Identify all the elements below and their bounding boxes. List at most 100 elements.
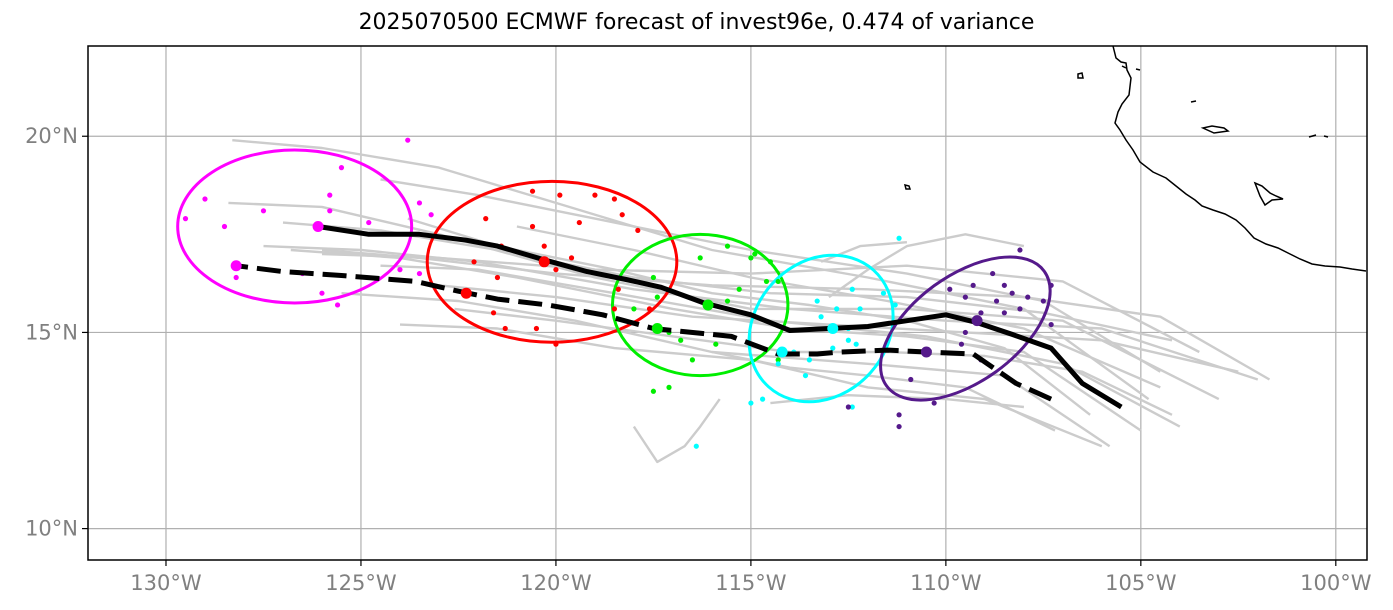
x-tick-label: 130°W — [130, 571, 202, 595]
tick-labels: 130°W 125°W 120°W 115°W 110°W 105°W 100°W 10°N 1… — [25, 124, 1372, 595]
cluster-member-point — [611, 196, 618, 202]
cluster-member-point — [666, 384, 672, 390]
mean-tracks — [235, 224, 1123, 410]
cluster-member-point — [405, 137, 411, 143]
cluster-member-point — [592, 192, 598, 198]
cluster-member-point — [993, 298, 1000, 304]
cluster-member-point — [1040, 298, 1046, 304]
cluster-member-point — [553, 267, 559, 273]
cluster-member-point — [650, 388, 657, 394]
small-island — [1200, 125, 1230, 134]
cluster-member-point — [752, 251, 758, 257]
mean-track-dashed — [235, 263, 1053, 402]
cluster-member-point — [678, 337, 684, 343]
cluster-member-point — [483, 216, 489, 222]
cluster-center-point — [971, 315, 983, 327]
y-tick-label: 10°N — [25, 517, 78, 541]
cluster-member-point — [631, 306, 637, 312]
cluster-member-point — [650, 274, 657, 281]
cluster-member-point — [697, 255, 703, 261]
x-tick-label: 100°W — [1300, 571, 1372, 595]
cluster-member-point — [416, 200, 423, 206]
ensemble-track — [632, 398, 721, 464]
cluster-member-point — [1001, 310, 1007, 316]
cluster-member-point — [366, 219, 372, 226]
cluster-member-point — [568, 255, 575, 261]
cluster-member-point — [202, 196, 208, 202]
cluster-member-point — [334, 302, 341, 308]
cluster-member-point — [775, 278, 781, 285]
cluster-member-point — [775, 357, 781, 363]
plot-frame — [87, 45, 1368, 561]
ensemble-track — [770, 394, 1025, 409]
cluster-member-point — [260, 208, 267, 214]
cluster-member-point — [853, 341, 859, 347]
cluster-member-point — [553, 341, 559, 347]
cluster-member-point — [619, 212, 625, 218]
small-island — [903, 183, 912, 190]
cluster-member-point — [529, 188, 536, 194]
cluster-ellipse — [425, 179, 679, 344]
cluster-member-point — [1001, 282, 1007, 288]
mean-track-solid — [317, 224, 1123, 410]
cluster-member-point — [834, 306, 840, 312]
cluster-centers — [230, 220, 983, 358]
cluster-member-point — [962, 294, 968, 300]
cluster-member-point — [845, 404, 851, 410]
cluster-member-point — [931, 400, 937, 406]
cluster-member-point — [635, 227, 641, 234]
cluster-member-point — [397, 267, 403, 273]
ensemble-track — [438, 284, 1239, 373]
cluster-member-point — [763, 278, 770, 285]
cluster-member-point — [1048, 321, 1054, 328]
small-island — [1135, 68, 1141, 71]
small-island — [1308, 134, 1317, 138]
ensemble-member-tracks — [228, 139, 1271, 464]
x-tick-label: 120°W — [520, 571, 592, 595]
cluster-member-point — [327, 192, 333, 198]
cluster-member-point — [724, 298, 731, 304]
cluster-ellipse — [879, 255, 1052, 402]
x-tick-label: 125°W — [325, 571, 397, 595]
cluster-member-point — [327, 208, 333, 214]
cluster-center-point — [776, 346, 788, 358]
cluster-member-point — [748, 255, 754, 261]
cluster-member-points — [182, 137, 1054, 449]
coastline-layer — [903, 45, 1367, 272]
cluster-member-point — [990, 270, 996, 277]
small-island — [1323, 135, 1329, 138]
cluster-center-point — [651, 323, 663, 335]
cluster-member-point — [233, 274, 239, 281]
cluster-member-point — [958, 341, 965, 347]
cluster-center-point — [827, 323, 839, 335]
cluster-member-point — [471, 259, 477, 265]
chart-title: 2025070500 ECMWF forecast of invest96e, … — [358, 10, 1035, 35]
small-island — [1121, 65, 1127, 69]
cluster-member-point — [857, 306, 863, 312]
cluster-member-point — [896, 412, 902, 418]
cluster-member-point — [428, 212, 434, 218]
cluster-member-point — [646, 306, 653, 312]
y-tick-label: 20°N — [25, 124, 78, 148]
ensemble-track — [263, 244, 1259, 381]
cluster-ellipse — [610, 232, 790, 378]
cluster-member-point — [818, 314, 824, 320]
cluster-member-point — [1017, 247, 1023, 253]
x-tick-label: 105°W — [1105, 571, 1177, 595]
cluster-member-point — [338, 165, 345, 171]
cluster-member-point — [1025, 294, 1031, 300]
cluster-member-point — [494, 274, 501, 281]
cluster-member-point — [611, 306, 618, 312]
cluster-member-point — [654, 294, 660, 300]
cluster-member-point — [529, 223, 536, 230]
cluster-member-point — [689, 357, 696, 363]
cluster-member-point — [713, 341, 719, 347]
cluster-ellipse — [747, 253, 895, 404]
cluster-member-point — [490, 310, 497, 316]
x-tick-label: 115°W — [715, 571, 787, 595]
ensemble-track — [321, 248, 1271, 381]
cluster-center-point — [920, 346, 932, 358]
cluster-member-point — [775, 361, 781, 367]
cluster-member-point — [814, 298, 820, 304]
